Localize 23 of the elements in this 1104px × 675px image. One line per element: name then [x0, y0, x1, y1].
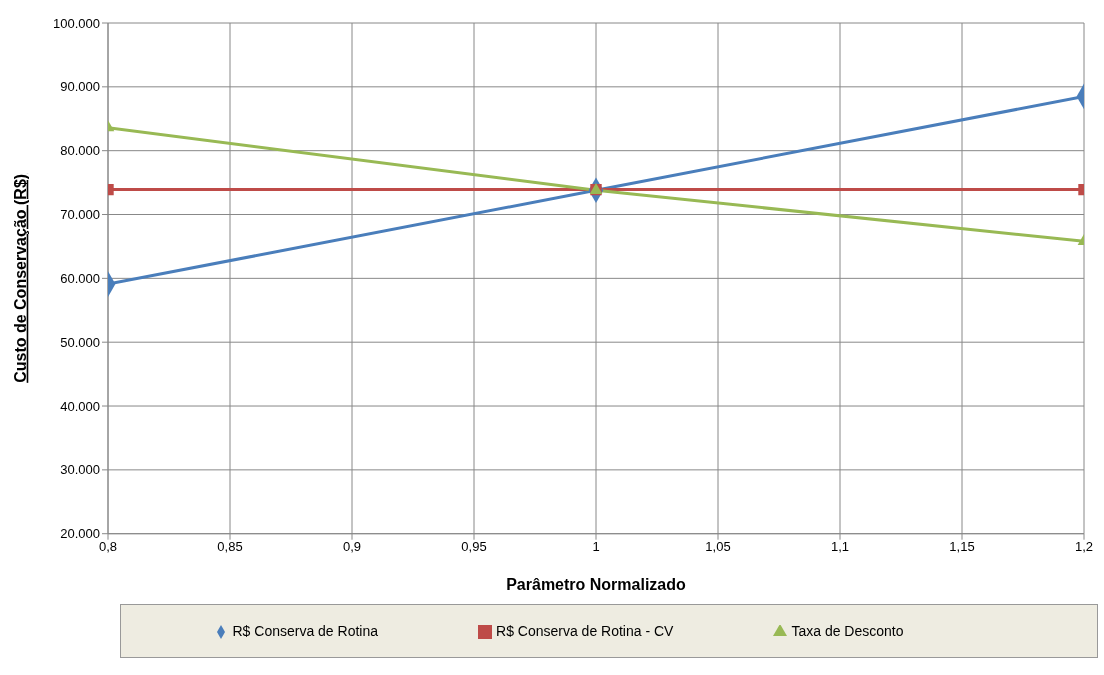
y-tick-label: 50.000: [60, 334, 100, 350]
x-tick-label: 1: [592, 538, 600, 554]
y-tick-label: 60.000: [60, 270, 100, 286]
y-tick-label: 80.000: [60, 143, 100, 159]
y-axis-title: Custo de Conservação (R$): [11, 173, 29, 383]
x-tick-label: 0,8: [98, 538, 118, 554]
y-tick-label: 30.000: [60, 462, 100, 478]
y-tick-label: 40.000: [60, 398, 100, 414]
x-tick-label: 0,9: [342, 538, 362, 554]
legend-label: Taxa de Desconto: [791, 622, 904, 639]
y-tick-label: 100.000: [53, 15, 100, 31]
y-tick-label: 70.000: [60, 207, 100, 223]
x-tick-label: 1,2: [1074, 538, 1094, 554]
x-tick-label: 0,85: [217, 538, 243, 554]
x-tick-label: 1,1: [830, 538, 850, 554]
x-axis-title: Parâmetro Normalizado: [506, 575, 687, 593]
legend-label: R$ Conserva de Rotina: [232, 622, 379, 639]
y-tick-label: 90.000: [60, 79, 100, 95]
x-tick-label: 1,05: [705, 538, 731, 554]
x-tick-label: 1,15: [949, 538, 975, 554]
x-tick-label: 0,95: [461, 538, 487, 554]
y-tick-label: 20.000: [60, 526, 100, 542]
legend-label: R$ Conserva de Rotina - CV: [496, 622, 674, 639]
